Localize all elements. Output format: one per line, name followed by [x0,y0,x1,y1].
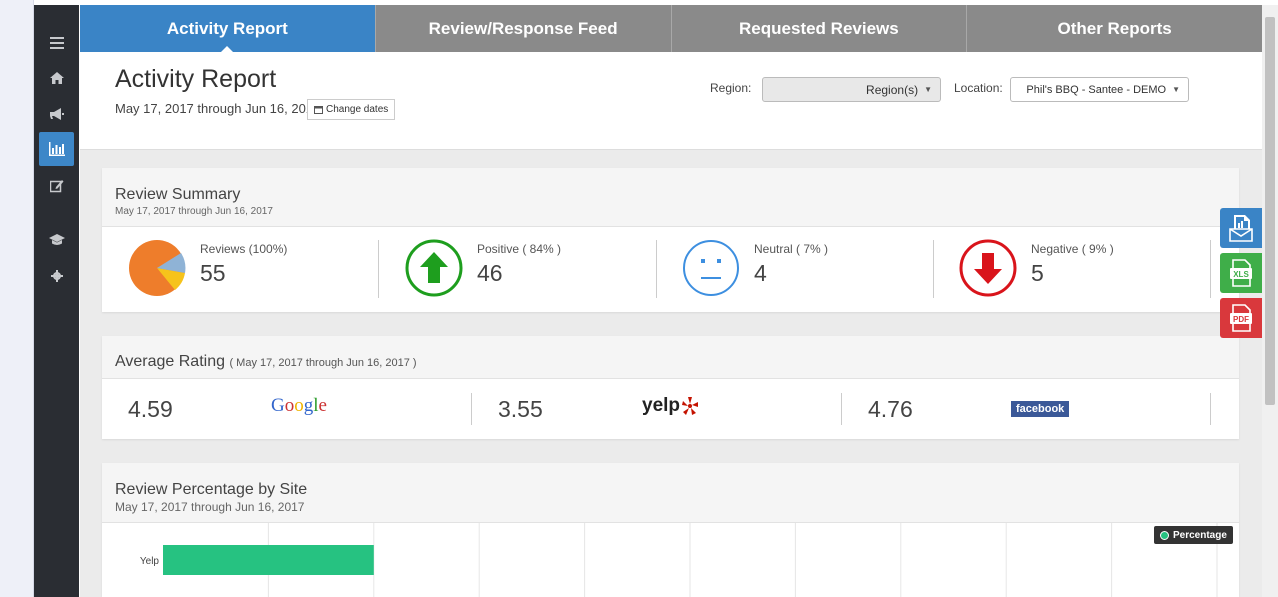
gear-icon[interactable] [39,259,74,293]
review-summary-stats: Reviews (100%) 55 Positive ( 84% ) 46 [102,227,1239,312]
neutral-face-icon [682,239,740,297]
email-report-button[interactable] [1220,208,1262,248]
divider [471,393,472,425]
divider [378,240,379,298]
location-label: Location: [954,81,1003,95]
calendar-icon [314,106,323,114]
legend-label: Percentage [1173,529,1227,541]
rating-value-facebook: 4.76 [868,396,913,422]
average-rating-title: Average Rating ( May 17, 2017 through Ju… [115,353,417,371]
review-summary-title: Review Summary [115,186,241,203]
date-range: May 17, 2017 through Jun 16, 2017 [115,101,321,116]
yelp-logo: yelp [642,395,699,417]
review-percentage-header: Review Percentage by Site May 17, 2017 t… [102,463,1239,523]
email-report-icon [1229,215,1253,242]
review-percentage-title: Review Percentage by Site [115,481,308,498]
region-select[interactable]: Region(s) ▼ [762,77,941,102]
review-percentage-card: Review Percentage by Site May 17, 2017 t… [102,463,1239,597]
page-title: Activity Report [115,65,277,93]
divider [1210,240,1211,298]
change-dates-label: Change dates [326,104,389,115]
edit-icon[interactable] [39,169,74,203]
stat-value: 5 [1031,260,1044,286]
bar-yelp[interactable] [163,545,374,575]
region-select-value: Region(s) [866,82,919,97]
category-label: Yelp [140,556,160,567]
arrow-down-circle-icon [959,239,1017,297]
bar-chart-icon[interactable] [39,132,74,166]
average-rating-card: Average Rating ( May 17, 2017 through Ju… [102,336,1239,439]
facebook-logo: facebook [1011,401,1070,417]
review-summary-subtitle: May 17, 2017 through Jun 16, 2017 [115,206,273,217]
stat-label: Positive ( 84% ) [477,242,562,256]
chevron-down-icon: ▼ [924,85,932,94]
stat-reviews: Reviews (100%) 55 [102,227,379,311]
average-rating-subtitle: ( May 17, 2017 through Jun 16, 2017 ) [229,357,417,369]
rating-value-google: 4.59 [128,396,173,422]
stat-negative: Negative ( 9% ) 5 [933,227,1210,311]
tab-review-response-feed[interactable]: Review/Response Feed [375,5,672,52]
page-scrollbar[interactable] [1262,5,1278,597]
arrow-up-circle-icon [405,239,463,297]
report-tabs: Activity Report Review/Response Feed Req… [80,5,1262,53]
export-pdf-button[interactable]: PDF [1220,298,1262,338]
xls-icon: XLS [1230,259,1252,287]
stat-label: Reviews (100%) [200,242,288,256]
graduation-cap-icon[interactable] [39,223,74,257]
tab-requested-reviews[interactable]: Requested Reviews [671,5,968,52]
pdf-icon-label: PDF [1233,315,1249,324]
stat-value: 4 [754,260,767,286]
stat-label: Negative ( 9% ) [1031,242,1114,256]
tab-activity-report[interactable]: Activity Report [80,5,376,53]
scrollbar-thumb[interactable] [1265,17,1275,405]
xls-icon-label: XLS [1233,270,1249,279]
rating-value-yelp: 3.55 [498,396,543,422]
left-margin [0,0,34,597]
average-rating-row: 4.59 Google 3.55 yelp 4.76 facebook [102,379,1239,439]
location-select[interactable]: Phil's BBQ - Santee - DEMO ▼ [1010,77,1189,102]
divider [1210,393,1211,425]
divider [656,240,657,298]
megaphone-icon[interactable] [39,97,74,131]
stat-label: Neutral ( 7% ) [754,242,829,256]
export-xls-button[interactable]: XLS [1220,253,1262,293]
tab-other-reports[interactable]: Other Reports [967,5,1262,52]
chevron-down-icon: ▼ [1172,85,1180,94]
divider [933,240,934,298]
page-header: Activity Report May 17, 2017 through Jun… [80,52,1262,150]
stat-neutral: Neutral ( 7% ) 4 [656,227,933,311]
stat-positive: Positive ( 84% ) 46 [379,227,656,311]
average-rating-title-text: Average Rating [115,353,225,370]
region-label: Region: [710,81,752,95]
pie-chart-icon [128,239,186,297]
stat-value: 55 [200,260,226,286]
sidebar [34,5,79,597]
google-logo: Google [271,395,327,416]
average-rating-header: Average Rating ( May 17, 2017 through Ju… [102,336,1239,379]
home-icon[interactable] [39,61,74,95]
review-percentage-chart: Yelp [140,523,1218,597]
menu-icon[interactable] [39,26,74,60]
pdf-icon: PDF [1230,304,1252,332]
legend-dot-icon [1160,530,1169,540]
review-summary-card: Review Summary May 17, 2017 through Jun … [102,168,1239,312]
chart-legend[interactable]: Percentage [1154,526,1233,544]
review-summary-header: Review Summary May 17, 2017 through Jun … [102,168,1239,227]
location-select-value: Phil's BBQ - Santee - DEMO [1026,83,1167,96]
review-percentage-subtitle: May 17, 2017 through Jun 16, 2017 [115,500,305,514]
change-dates-button[interactable]: Change dates [307,99,396,120]
stat-value: 46 [477,260,503,286]
divider [841,393,842,425]
